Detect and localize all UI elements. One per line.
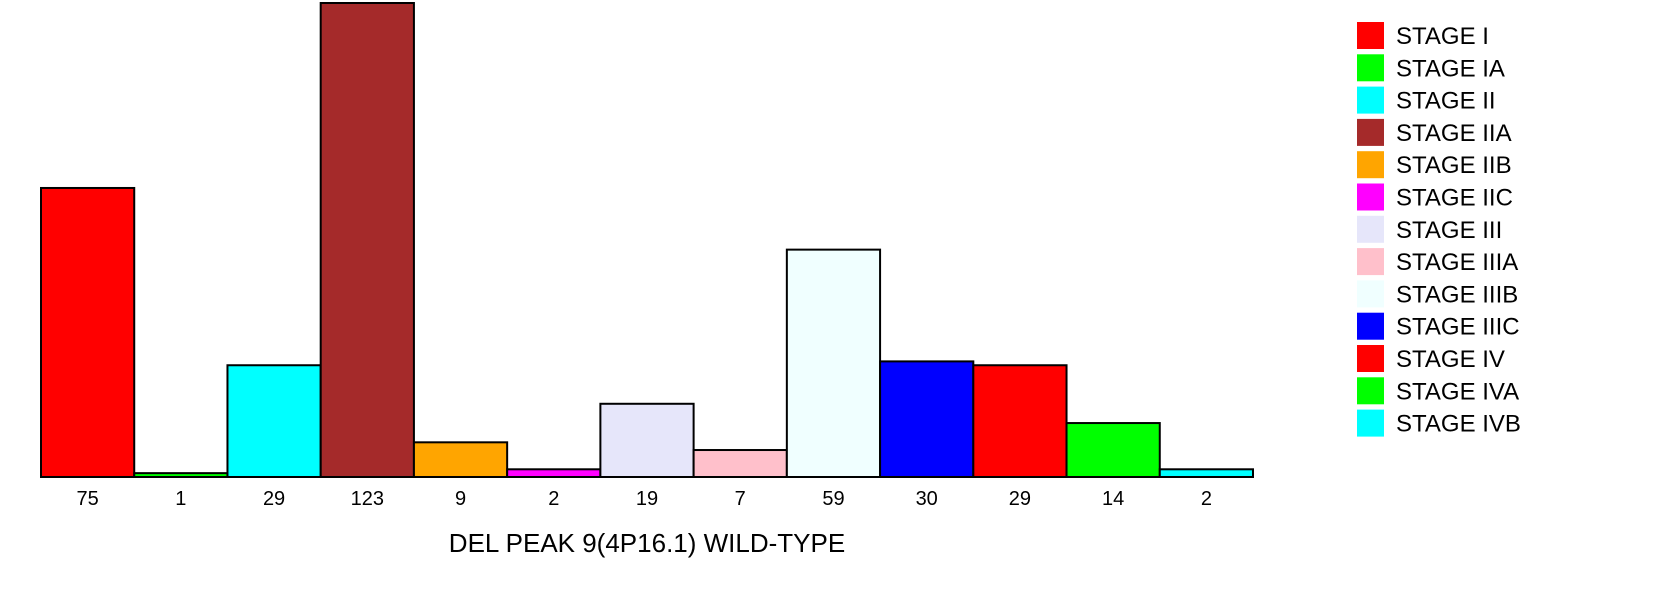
bar-value-label: 59 — [822, 488, 844, 510]
bar-value-label: 75 — [76, 488, 98, 510]
bar-value-label: 7 — [735, 488, 746, 510]
bar-stage-iiib — [785, 248, 882, 478]
legend-swatch — [1357, 345, 1384, 372]
bar-stage-iia — [319, 2, 415, 478]
legend-label: STAGE IIIC — [1396, 314, 1520, 341]
legend-swatch — [1357, 118, 1384, 146]
bar-value-label: 30 — [916, 488, 938, 510]
bar-value-label: 1 — [175, 488, 186, 510]
legend-swatch — [1357, 377, 1384, 405]
bar-value-label: 2 — [548, 488, 559, 510]
bar-value-label: 14 — [1102, 488, 1124, 510]
legend-label: STAGE IIB — [1396, 152, 1512, 179]
legend-swatch — [1357, 409, 1384, 437]
bar-value-label: 123 — [351, 488, 384, 510]
bar-stage-iva — [1065, 422, 1161, 478]
legend-label: STAGE IIIA — [1396, 249, 1518, 276]
bar-stage-iiic — [879, 360, 975, 479]
bar-value-label: 29 — [263, 488, 285, 510]
legend-swatch — [1357, 183, 1384, 211]
legend-label: STAGE I — [1396, 23, 1489, 50]
bars-group — [40, 2, 1255, 479]
legend-swatch — [1357, 86, 1384, 114]
legend-swatch — [1357, 312, 1384, 340]
legend-swatch — [1357, 215, 1384, 243]
bar-stage-ivb — [1158, 468, 1255, 479]
legend-label: STAGE IVA — [1396, 378, 1519, 405]
bar-stage-iic — [506, 468, 602, 479]
bar-value-label: 19 — [636, 488, 658, 510]
legend-label: STAGE IV — [1396, 346, 1505, 373]
legend-label: STAGE III — [1396, 217, 1502, 244]
bar-value-label: 2 — [1201, 488, 1212, 510]
legend-swatch — [1357, 280, 1384, 308]
legend-swatch — [1357, 54, 1384, 82]
legend-label: STAGE IIIB — [1396, 281, 1518, 308]
bar-stage-i — [40, 186, 136, 478]
legend-swatch — [1357, 248, 1384, 276]
legend-label: STAGE IIC — [1396, 185, 1513, 212]
bar-stage-ii — [226, 364, 322, 478]
bar-labels-group: 75 1 29 123 9 2 19 7 59 30 29 14 2 — [76, 488, 1211, 510]
bar-stage-iib — [412, 441, 509, 479]
legend-label: STAGE IIA — [1396, 120, 1512, 147]
bar-value-label: 29 — [1009, 488, 1031, 510]
bar-stage-iiia — [692, 449, 788, 478]
bar-stage-iv — [972, 364, 1068, 478]
legend-label: STAGE IVB — [1396, 411, 1521, 438]
legend: STAGE I STAGE IA STAGE II STAGE IIA STAGE II… — [1357, 22, 1521, 438]
bar-stage-iii — [599, 402, 695, 478]
legend-swatch — [1357, 151, 1384, 179]
legend-label: STAGE IA — [1396, 55, 1505, 82]
legend-swatch — [1357, 22, 1384, 49]
legend-label: STAGE II — [1396, 88, 1496, 115]
bar-value-label: 9 — [455, 488, 466, 510]
x-axis-title: DEL PEAK 9(4P16.1) WILD-TYPE — [449, 528, 845, 558]
